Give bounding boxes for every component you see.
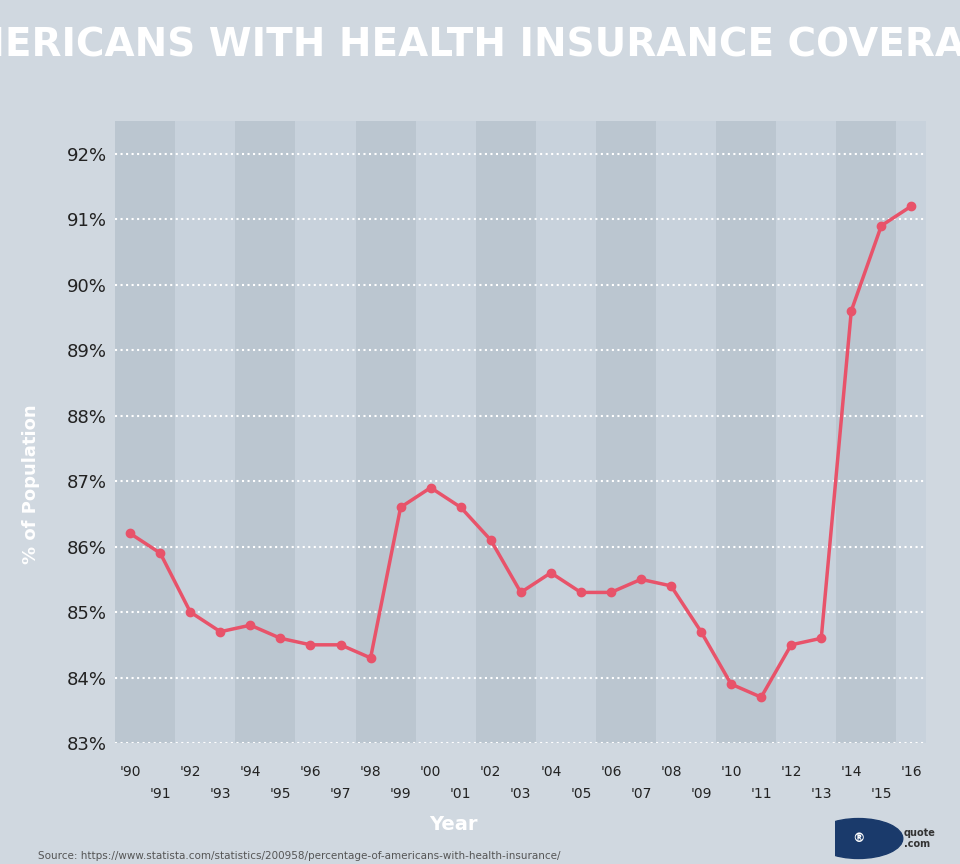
Text: Year: Year — [429, 815, 478, 834]
Bar — [416, 121, 476, 743]
Text: '11: '11 — [751, 787, 772, 802]
Bar — [777, 121, 836, 743]
Text: '15: '15 — [871, 787, 892, 802]
Text: '98: '98 — [360, 766, 381, 779]
Text: '16: '16 — [900, 766, 923, 779]
Text: '94: '94 — [240, 766, 261, 779]
Bar — [836, 121, 897, 743]
Text: '00: '00 — [420, 766, 442, 779]
Text: '14: '14 — [841, 766, 862, 779]
Bar — [536, 121, 596, 743]
Circle shape — [814, 818, 902, 859]
Text: % of Population: % of Population — [22, 404, 39, 563]
Text: '10: '10 — [720, 766, 742, 779]
Text: '05: '05 — [570, 787, 591, 802]
Text: '97: '97 — [330, 787, 351, 802]
Bar — [235, 121, 296, 743]
Bar — [716, 121, 777, 743]
Text: '92: '92 — [180, 766, 201, 779]
Bar — [656, 121, 716, 743]
Text: '09: '09 — [690, 787, 711, 802]
Text: '02: '02 — [480, 766, 501, 779]
Text: '01: '01 — [450, 787, 471, 802]
Bar — [296, 121, 355, 743]
Text: '06: '06 — [600, 766, 622, 779]
Text: quote
.com: quote .com — [904, 828, 936, 849]
Bar — [476, 121, 536, 743]
Text: '07: '07 — [631, 787, 652, 802]
Text: '12: '12 — [780, 766, 802, 779]
Text: '08: '08 — [660, 766, 682, 779]
Text: '99: '99 — [390, 787, 412, 802]
Text: '03: '03 — [510, 787, 532, 802]
Text: ®: ® — [852, 832, 865, 845]
Bar — [355, 121, 416, 743]
Bar — [596, 121, 656, 743]
Text: '93: '93 — [209, 787, 231, 802]
Text: '04: '04 — [540, 766, 562, 779]
Text: Source: https://www.statista.com/statistics/200958/percentage-of-americans-with-: Source: https://www.statista.com/statist… — [38, 850, 561, 861]
Text: '91: '91 — [150, 787, 171, 802]
Bar — [176, 121, 235, 743]
Text: AMERICANS WITH HEALTH INSURANCE COVERAGE: AMERICANS WITH HEALTH INSURANCE COVERAGE — [0, 27, 960, 64]
Text: '95: '95 — [270, 787, 291, 802]
Text: '90: '90 — [119, 766, 141, 779]
Text: '13: '13 — [810, 787, 832, 802]
Text: '96: '96 — [300, 766, 322, 779]
Bar — [115, 121, 176, 743]
Bar — [897, 121, 926, 743]
